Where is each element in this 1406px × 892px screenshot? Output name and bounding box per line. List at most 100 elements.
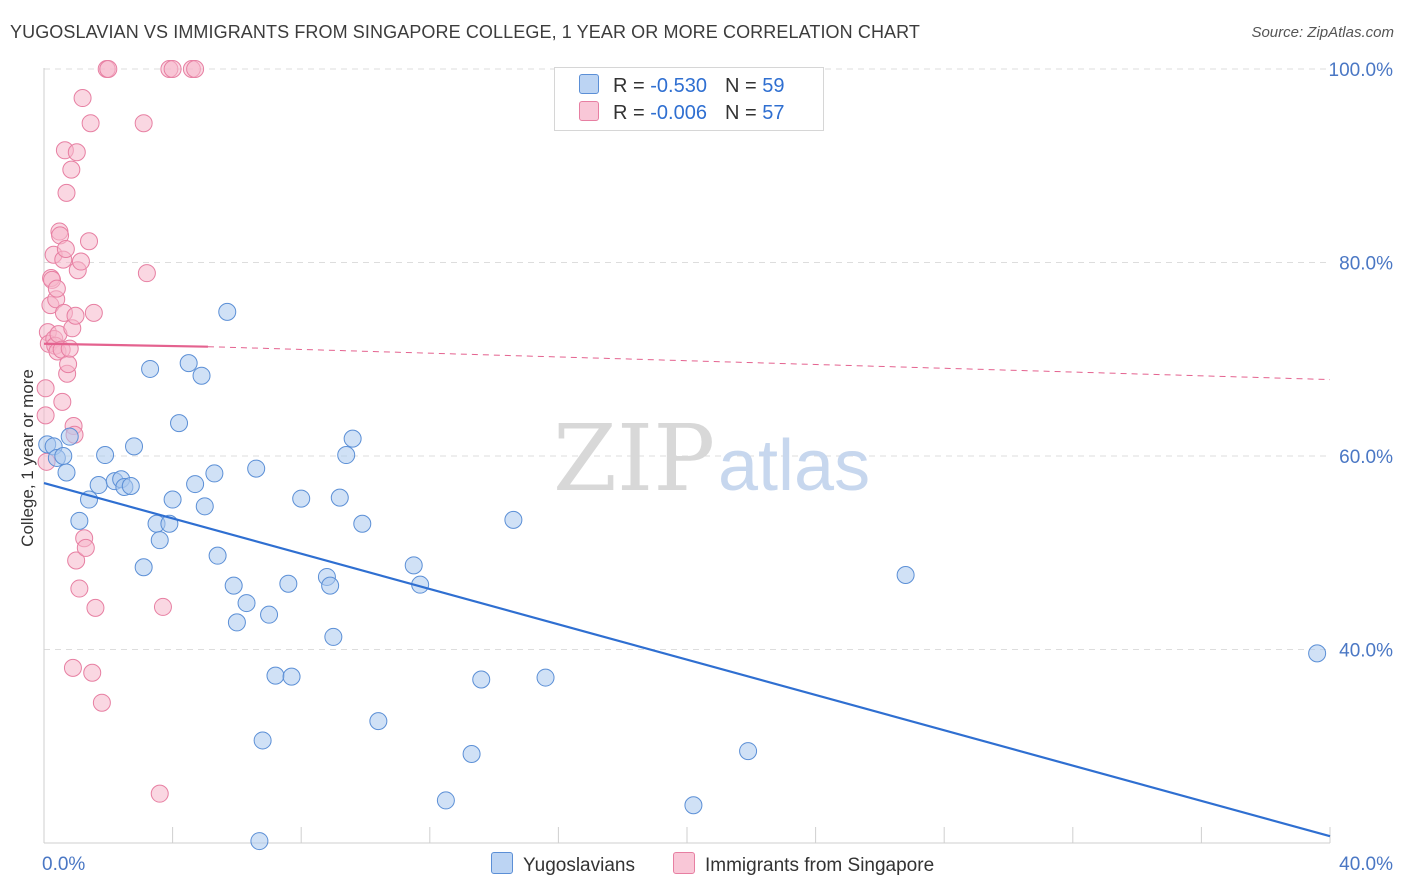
yugoslavian-points [38, 302, 1327, 851]
singapore-point [36, 406, 55, 425]
yugoslavian-point [96, 446, 115, 465]
legend-swatch-blue [579, 74, 599, 94]
singapore-point [63, 658, 82, 677]
yugoslavian-point [321, 576, 340, 595]
yugoslavian-point [186, 475, 205, 494]
yugoslavian-point [57, 463, 76, 482]
legend-swatch-pink [579, 101, 599, 121]
singapore-point [71, 252, 90, 271]
yugoslavian-point [141, 359, 160, 378]
yugoslavian-point [227, 613, 246, 632]
singapore-point [81, 114, 100, 133]
yugoslavian-point [684, 796, 703, 815]
yugoslavian-point [70, 511, 89, 530]
yugoslavian-point [739, 742, 758, 761]
singapore-point [80, 232, 99, 251]
correlation-legend: R = -0.530 N = 59 R = -0.006 N = 57 [554, 67, 824, 131]
singapore-point [62, 160, 81, 179]
source-label: Source: ZipAtlas.com [1251, 24, 1394, 41]
singapore-point [70, 579, 89, 598]
yugoslavian-point [369, 712, 388, 731]
yugoslavian-point [282, 667, 301, 686]
legend-n-value: 59 [762, 75, 785, 97]
legend-r-label: R = [613, 102, 645, 124]
legend-item-singapore: Immigrants from Singapore [673, 852, 934, 877]
yugoslavian-point [250, 832, 269, 851]
yugoslavian-point [224, 576, 243, 595]
singapore-points [36, 60, 205, 803]
y-tick-label: 80.0% [1339, 254, 1393, 275]
legend-n-label: N = [724, 75, 757, 97]
yugoslavian-point [192, 366, 211, 385]
x-tick-label: 40.0% [1339, 854, 1393, 875]
legend-row-yugoslavians: R = -0.530 N = 59 [579, 74, 784, 100]
watermark-zip: ZIP [553, 405, 715, 512]
yugoslavian-point [436, 791, 455, 810]
yugoslavian-point [237, 594, 256, 613]
tick-labels: 40.0% 60.0% 80.0% 100.0% 0.0% 40.0% [42, 60, 1393, 875]
singapore-point [56, 239, 75, 258]
yugoslavian-trend-line [43, 482, 1331, 838]
y-tick-label: 40.0% [1339, 641, 1393, 662]
singapore-point [150, 784, 169, 803]
yugoslavian-point [404, 556, 423, 575]
singapore-point [73, 89, 92, 108]
yugoslavian-point [121, 477, 140, 496]
legend-swatch-pink [673, 852, 695, 874]
yugoslavian-point [134, 558, 153, 577]
yugoslavian-point [536, 668, 555, 687]
series-legend: Yugoslavians Immigrants from Singapore [0, 852, 1406, 878]
singapore-point [67, 143, 86, 162]
singapore-point [137, 264, 156, 283]
singapore-point [99, 60, 118, 79]
yugoslavian-point [195, 497, 214, 516]
yugoslavian-point [150, 531, 169, 550]
yugoslavian-point [504, 510, 523, 529]
singapore-point [57, 183, 76, 202]
singapore-point [92, 693, 111, 712]
yugoslavian-point [324, 627, 343, 646]
singapore-trend-line-extension [207, 346, 1331, 381]
legend-r-value: -0.530 [650, 75, 707, 97]
y-axis-title: College, 1 year or more [18, 369, 37, 547]
singapore-point [84, 303, 103, 322]
yugoslavian-point [60, 427, 79, 446]
yugoslavian-point [1308, 644, 1327, 663]
yugoslavian-point [292, 489, 311, 508]
singapore-point [163, 60, 182, 79]
singapore-point [86, 598, 105, 617]
yugoslavian-point [353, 514, 372, 533]
yugoslavian-point [896, 566, 915, 585]
y-tick-label: 100.0% [1329, 60, 1394, 81]
yugoslavian-point [337, 446, 356, 465]
legend-swatch-blue [491, 852, 513, 874]
singapore-point [60, 339, 79, 358]
singapore-point [153, 597, 172, 616]
yugoslavian-point [462, 744, 481, 763]
legend-r-label: R = [613, 75, 645, 97]
yugoslavian-point [170, 414, 189, 433]
singapore-point [66, 306, 85, 325]
singapore-point [36, 379, 55, 398]
yugoslavian-point [163, 490, 182, 509]
yugoslavian-point [279, 574, 298, 593]
singapore-point [134, 114, 153, 133]
chart-title: YUGOSLAVIAN VS IMMIGRANTS FROM SINGAPORE… [10, 22, 921, 42]
legend-r-value: -0.006 [650, 102, 707, 124]
x-tick-label: 0.0% [42, 854, 85, 875]
yugoslavian-point [205, 464, 224, 483]
singapore-trend-line [43, 342, 208, 348]
yugoslavian-point [247, 459, 266, 478]
legend-n-label: N = [724, 102, 757, 124]
yugoslavian-point [253, 731, 272, 750]
trend-lines [43, 342, 1331, 838]
watermark-atlas: atlas [718, 426, 870, 506]
yugoslavian-point [125, 437, 144, 456]
yugoslavian-point [266, 666, 285, 685]
singapore-point [186, 60, 205, 79]
gridlines [44, 68, 1330, 651]
singapore-point [83, 663, 102, 682]
singapore-point [76, 538, 95, 557]
yugoslavian-point [89, 476, 108, 495]
